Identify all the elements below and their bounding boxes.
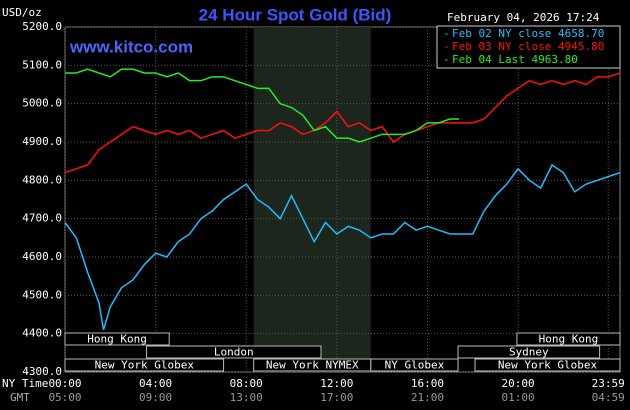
x-tick-label: 23:59 (592, 377, 625, 390)
chart-title: 24 Hour Spot Gold (Bid) (199, 5, 392, 24)
series-line (64, 163, 621, 331)
y-tick-label: 4800.0 (22, 173, 62, 186)
session-label: NY Globex (385, 359, 445, 372)
session-bar (64, 358, 225, 372)
gmt-tick-label: 09:00 (139, 391, 172, 404)
series-line (65, 68, 460, 143)
x-tick-label: 00:00 (48, 377, 81, 390)
session-bar (370, 358, 459, 372)
session-label: New York Globex (498, 359, 598, 372)
x-tick-label: 12:00 (320, 377, 353, 390)
series-line (64, 72, 621, 174)
session-label: New York NYMEX (266, 359, 359, 372)
timestamp: February 04, 2026 17:24 (447, 11, 600, 24)
x-tick-label: 20:00 (501, 377, 534, 390)
y-tick-label: 4600.0 (22, 250, 62, 263)
gmt-tick-label: 04:59 (592, 391, 625, 404)
y-tick-label: 4700.0 (22, 212, 62, 225)
legend-box (436, 25, 621, 69)
y-tick-label: 4900.0 (22, 135, 62, 148)
legend-marker: - (443, 40, 450, 53)
gmt-tick-label: 21:00 (411, 391, 444, 404)
legend-label: Feb 04 Last 4963.80 (452, 53, 578, 66)
gmt-tick-label: 13:00 (230, 391, 263, 404)
y-axis-label: USD/oz (2, 6, 42, 19)
y-tick-label: 5000.0 (22, 97, 62, 110)
session-bar (457, 345, 601, 359)
session-label: Hong Kong (539, 333, 599, 346)
session-bar (474, 358, 621, 372)
legend-marker: - (443, 53, 450, 66)
legend-label: Feb 03 NY close 4945.80 (452, 40, 604, 53)
x-row-label: NY Time (2, 377, 48, 390)
gmt-tick-label: 17:00 (320, 391, 353, 404)
legend-marker: - (443, 27, 450, 40)
session-label: London (214, 346, 254, 359)
session-bar (64, 332, 170, 346)
y-tick-label: 5200.0 (22, 20, 62, 33)
y-tick-label: 4400.0 (22, 327, 62, 340)
x-tick-label: 04:00 (139, 377, 172, 390)
watermark: www.kitco.com (69, 37, 193, 56)
session-label: Sydney (509, 346, 549, 359)
legend-label: Feb 02 NY close 4658.70 (452, 27, 604, 40)
session-bar (146, 345, 322, 359)
x-tick-label: 16:00 (411, 377, 444, 390)
session-label: Hong Kong (87, 333, 147, 346)
session-bar (516, 332, 621, 346)
x-tick-label: 08:00 (230, 377, 263, 390)
y-tick-label: 4500.0 (22, 288, 62, 301)
gmt-tick-label: 01:00 (501, 391, 534, 404)
y-tick-label: 5100.0 (22, 58, 62, 71)
shaded-span (253, 27, 371, 372)
gmt-tick-label: 05:00 (48, 391, 81, 404)
session-label: New York Globex (95, 359, 195, 372)
x-row-label: GMT (10, 391, 30, 404)
y-tick-label: 4300.0 (22, 365, 62, 378)
